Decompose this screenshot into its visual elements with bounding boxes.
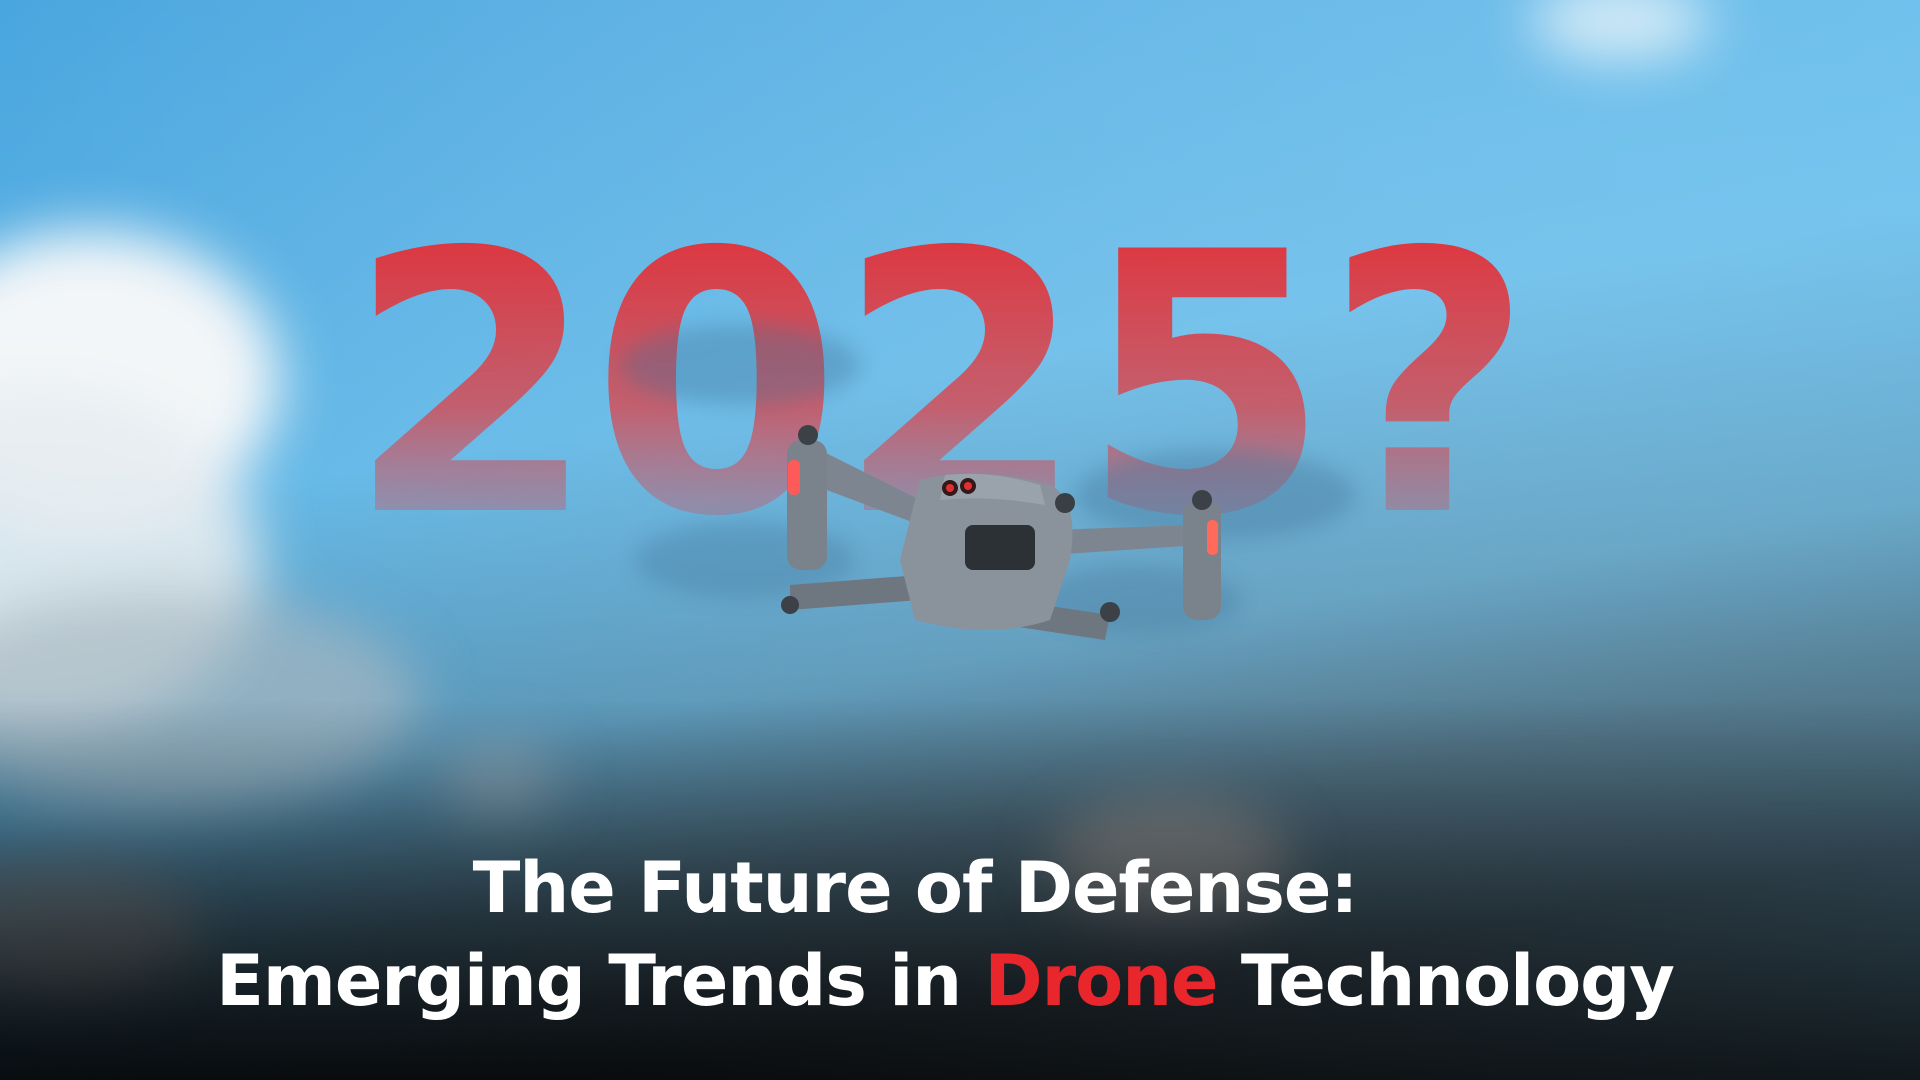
title-text: Technology xyxy=(1241,940,1674,1022)
title-text: Emerging Trends in xyxy=(216,940,961,1022)
title-line-2: Emerging Trends in Drone Technology xyxy=(216,940,1674,1022)
drone xyxy=(620,325,1355,640)
title-highlight: Drone xyxy=(984,940,1217,1022)
bottom-shade xyxy=(0,700,1920,1080)
title-line-1: The Future of Defense: xyxy=(473,847,1358,929)
